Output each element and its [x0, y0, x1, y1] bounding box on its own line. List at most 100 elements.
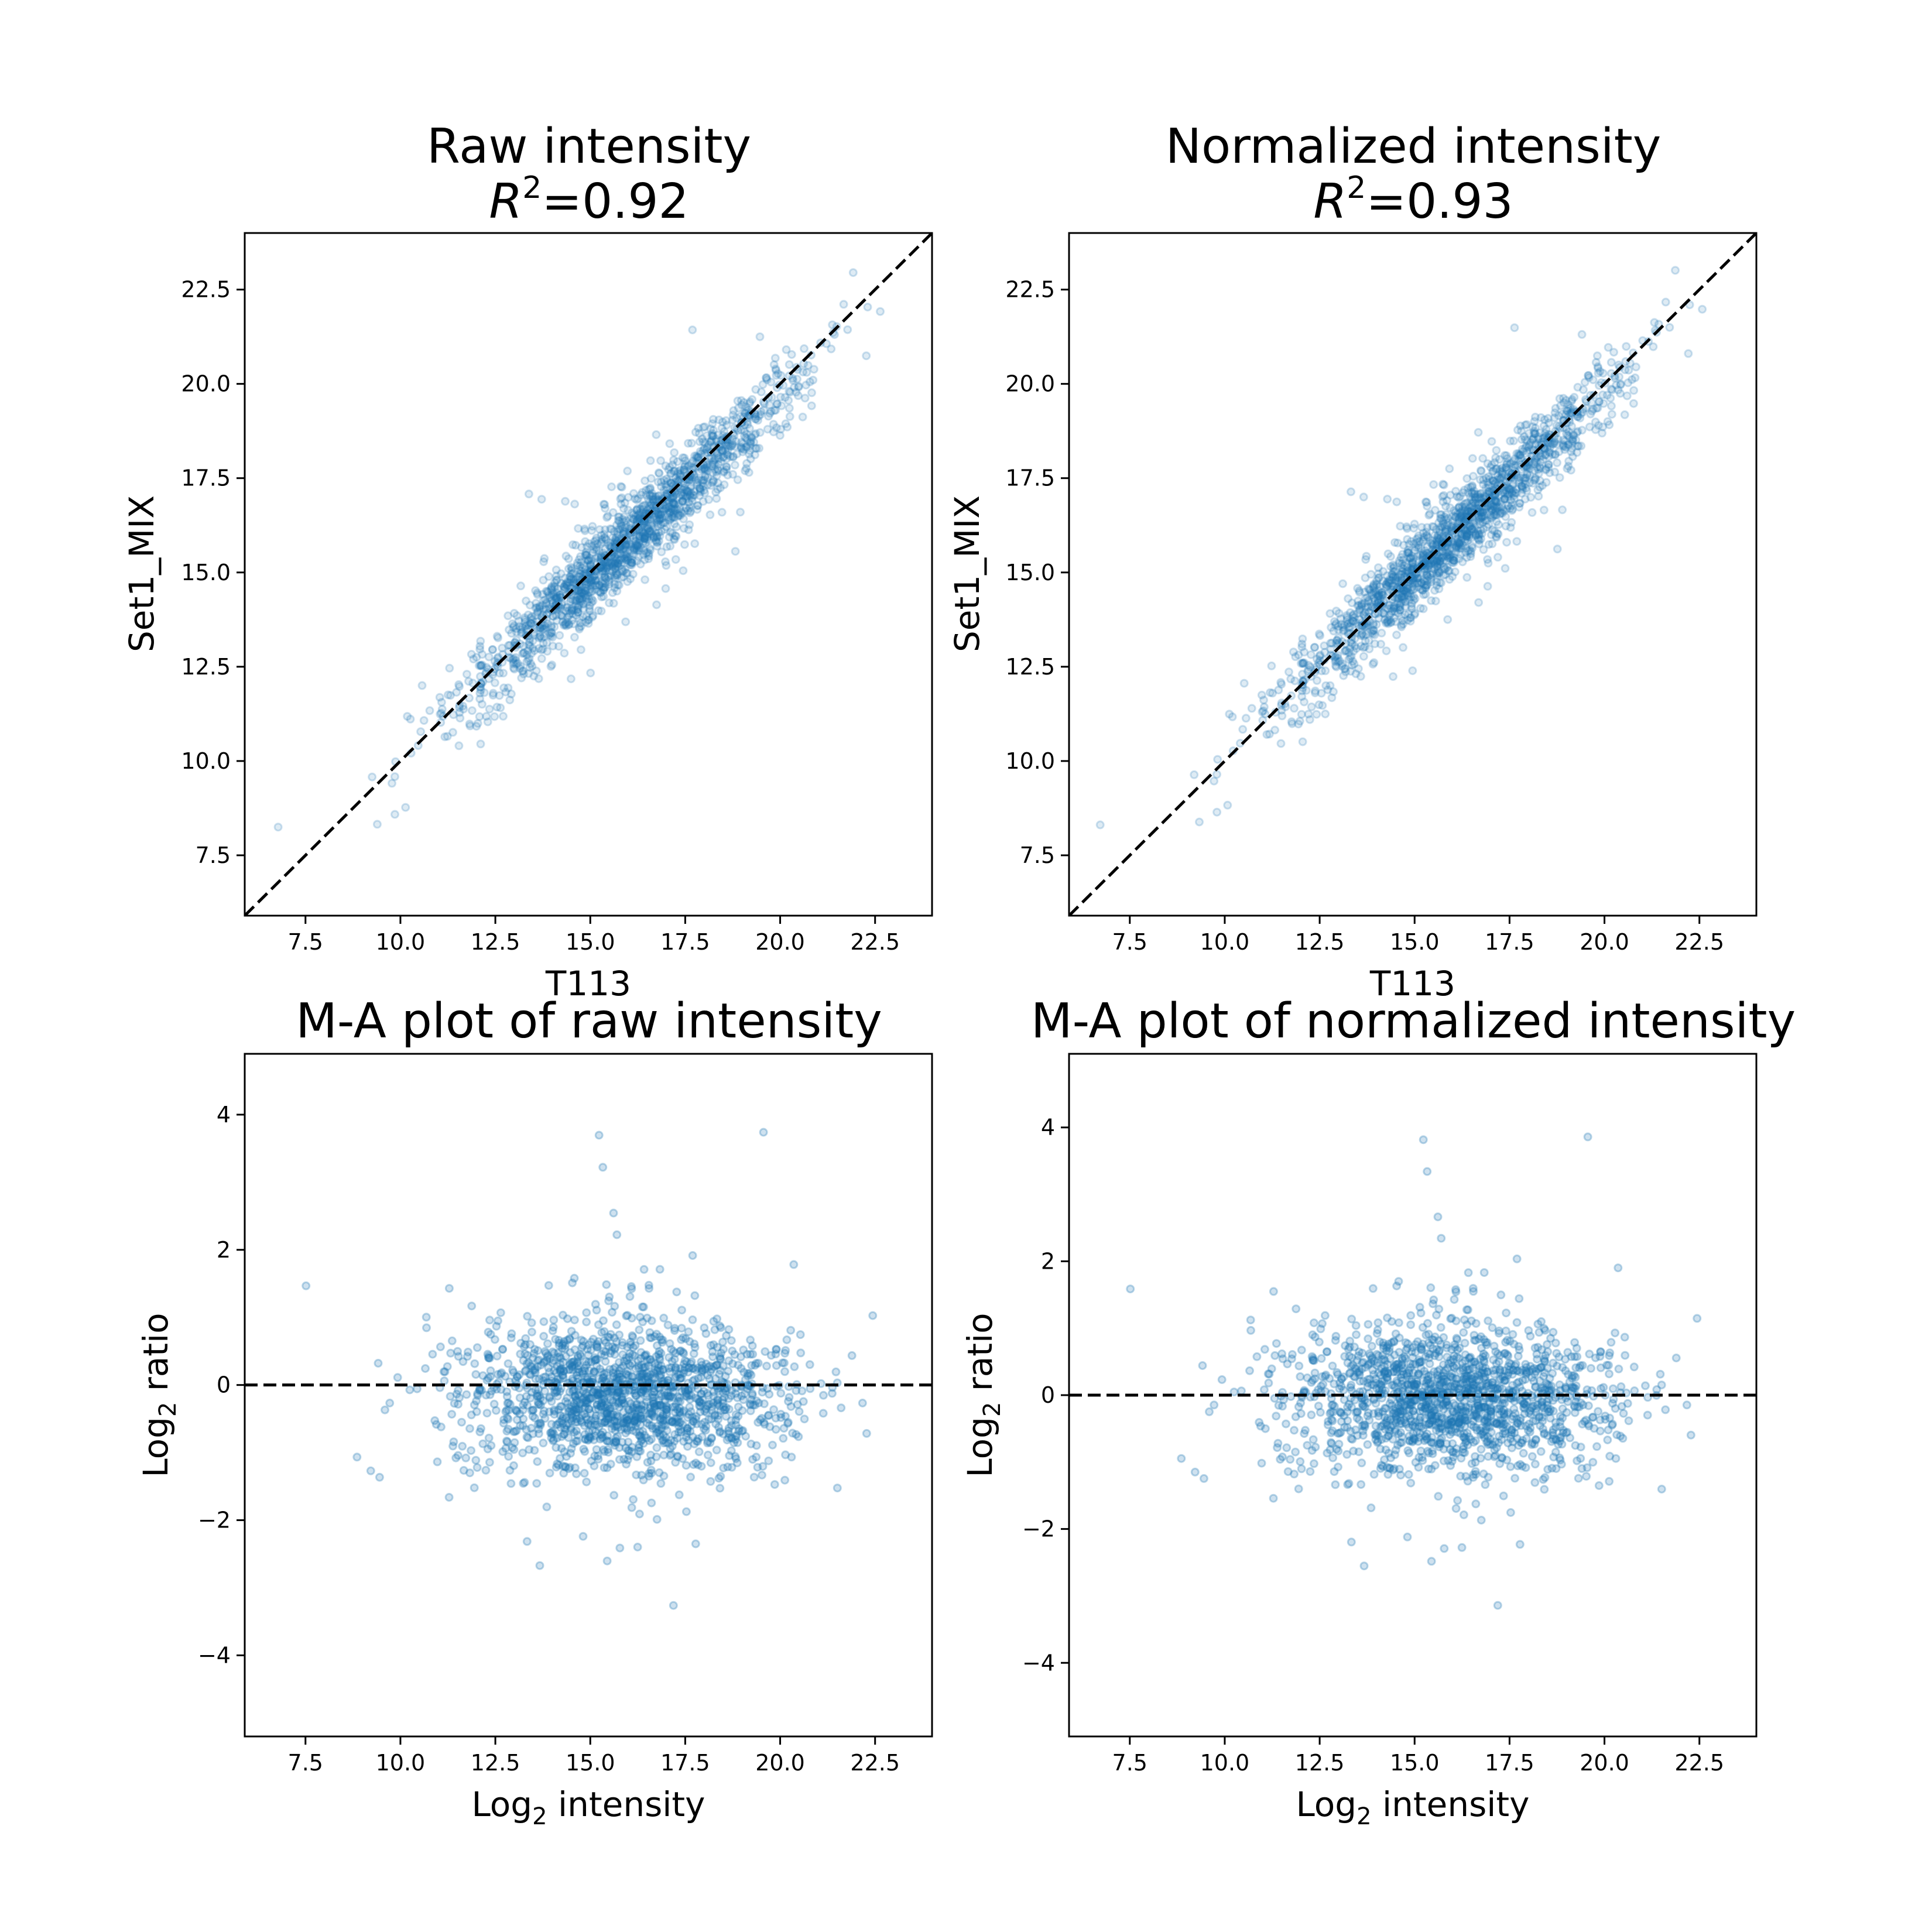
data-point: [1327, 693, 1337, 703]
data-point: [605, 598, 614, 608]
data-point: [1488, 476, 1498, 485]
data-point: [1530, 427, 1539, 436]
data-point: [1427, 539, 1437, 549]
data-point: [505, 625, 513, 635]
data-point: [656, 1370, 666, 1379]
data-point: [652, 430, 661, 439]
data-point: [440, 732, 450, 741]
data-point: [623, 554, 632, 563]
data-point: [544, 1281, 553, 1290]
data-point: [1480, 511, 1489, 520]
data-point: [1304, 710, 1313, 719]
data-point: [653, 477, 663, 487]
data-point: [800, 393, 810, 403]
data-point: [1515, 499, 1525, 508]
data-point: [1530, 429, 1540, 439]
data-point: [1443, 548, 1453, 557]
data-point: [1566, 403, 1575, 412]
data-point: [561, 607, 570, 616]
data-point: [648, 1390, 657, 1400]
data-point: [1570, 393, 1579, 402]
data-point: [583, 597, 592, 607]
data-point: [634, 1443, 643, 1453]
data-point: [1408, 666, 1417, 676]
data-point: [1474, 530, 1484, 540]
data-point: [1372, 576, 1381, 585]
data-point: [679, 491, 687, 501]
data-point: [1509, 491, 1519, 500]
data-point: [599, 499, 608, 509]
data-point: [666, 527, 675, 537]
data-point: [876, 307, 885, 316]
data-point: [667, 498, 677, 508]
data-point: [610, 580, 619, 589]
data-point: [1501, 512, 1510, 521]
data-point: [1462, 544, 1471, 553]
data-point: [1355, 588, 1364, 597]
data-point: [664, 513, 673, 522]
data-point: [1423, 580, 1432, 590]
data-point: [588, 522, 597, 531]
data-point: [1506, 523, 1515, 532]
data-point: [621, 520, 631, 530]
data-point: [680, 483, 690, 492]
data-point: [1460, 537, 1469, 546]
data-point: [677, 1335, 686, 1344]
data-point: [683, 462, 693, 471]
data-point: [592, 581, 601, 590]
data-point: [686, 500, 695, 509]
data-point: [681, 485, 691, 495]
data-point: [741, 466, 750, 475]
data-point: [577, 585, 586, 595]
panel3-ylabel: Log2 ratio: [136, 1313, 181, 1477]
data-point: [1522, 420, 1532, 429]
data-point: [1492, 497, 1501, 506]
data-point: [644, 549, 653, 559]
data-point: [660, 525, 670, 534]
data-point: [1402, 559, 1412, 568]
data-point: [593, 539, 602, 548]
data-point: [677, 1324, 686, 1333]
data-point: [1392, 577, 1400, 585]
data-point: [645, 526, 654, 536]
data-point: [1403, 567, 1413, 576]
data-point: [1418, 585, 1427, 595]
data-point: [646, 1456, 656, 1465]
data-point: [1544, 447, 1553, 457]
data-point: [567, 615, 577, 625]
data-point: [1386, 562, 1395, 571]
data-point: [564, 581, 573, 590]
data-point: [1563, 406, 1572, 416]
data-point: [653, 508, 662, 518]
data-point: [1431, 525, 1441, 534]
data-point: [1558, 441, 1568, 450]
data-point: [688, 326, 697, 334]
data-point: [640, 501, 650, 510]
data-point: [741, 409, 750, 418]
data-point: [591, 536, 601, 545]
data-point: [681, 503, 691, 513]
data-point: [745, 437, 755, 447]
data-point: [635, 539, 643, 548]
data-point: [553, 592, 561, 601]
data-point: [576, 645, 585, 655]
data-point: [574, 555, 584, 564]
data-point: [698, 478, 708, 488]
data-point: [732, 1458, 742, 1468]
data-point: [551, 576, 561, 585]
data-point: [449, 1437, 458, 1447]
data-point: [557, 1344, 567, 1353]
data-point: [633, 541, 642, 550]
data-point: [703, 466, 712, 475]
data-point: [640, 1430, 649, 1440]
data-point: [607, 525, 616, 534]
data-point: [1336, 614, 1345, 624]
data-point: [602, 563, 612, 572]
data-point: [766, 378, 776, 387]
data-point: [715, 1427, 725, 1436]
data-point: [522, 621, 531, 630]
data-point: [1698, 304, 1707, 314]
data-point: [1241, 714, 1251, 723]
data-point: [1568, 439, 1577, 448]
data-point: [1297, 710, 1306, 719]
